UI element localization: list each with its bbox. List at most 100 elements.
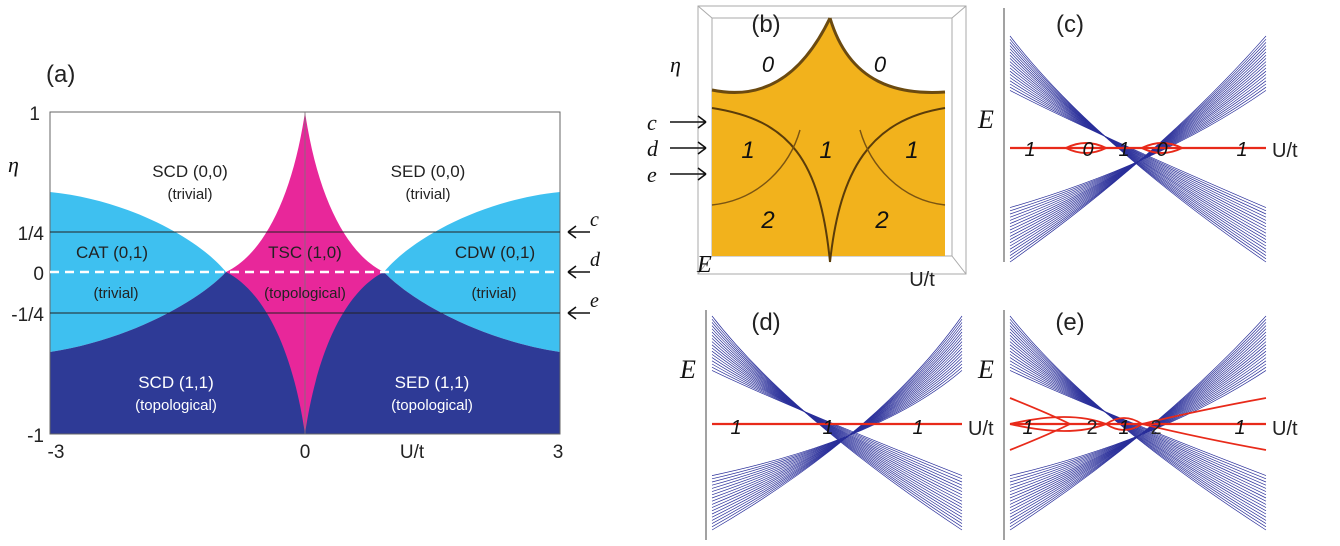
region-sed00-kind: (trivial)	[406, 186, 451, 203]
region-cat-kind: (trivial)	[94, 285, 139, 302]
edge-state-branch	[1141, 423, 1267, 451]
y-tick-minus-quarter: -1/4	[11, 305, 44, 326]
panel-d-num-1: 1	[730, 417, 741, 439]
marker-e: e	[590, 290, 599, 312]
panel-b-arrow-c: c	[647, 110, 657, 135]
panel-b: (b) η E U/t c d e 0 0 1 1 1 2 2	[647, 5, 967, 291]
panel-e-label: (e)	[1055, 309, 1084, 336]
panel-e-x-label: U/t	[1272, 418, 1298, 440]
panel-b-eta: η	[670, 52, 681, 77]
panel-e-edge-states	[1009, 397, 1267, 451]
region-cdw-name: CDW (0,1)	[455, 243, 535, 262]
panel-d-num-3: 1	[912, 417, 923, 439]
panel-e-num-4: 2	[1150, 417, 1161, 439]
band-line	[1009, 370, 1267, 476]
panel-c: (c) E 1 0 1 0 1 U/t	[977, 8, 1298, 263]
panel-a: (a) SCD (0,0) (trivial) SED (0,0) (trivi…	[8, 61, 601, 463]
panel-e: (e) E 1 2 1 2 1 U/t	[977, 309, 1298, 540]
edge-state-loop	[1065, 142, 1109, 154]
edge-state-branch	[1009, 423, 1071, 451]
region-tsc-kind: (topological)	[264, 285, 346, 302]
panel-d-y-label: E	[679, 355, 696, 384]
gold-surface	[712, 18, 945, 256]
x-tick-minus-3: -3	[48, 442, 65, 463]
marker-d: d	[590, 249, 601, 271]
edge-state-loop	[1141, 142, 1185, 154]
edge-state-branch	[1141, 397, 1267, 425]
panel-b-e: E	[696, 252, 712, 278]
panel-d-num-2: 1	[822, 417, 833, 439]
panel-c-label: (c)	[1056, 11, 1084, 38]
panel-e-num-1: 1	[1022, 417, 1033, 439]
edge-state-branch	[1009, 397, 1071, 425]
panel-d: (d) E 1 1 1 U/t	[679, 309, 994, 540]
panel-b-num-top-left: 0	[762, 52, 775, 77]
y-tick-minus-1: -1	[27, 426, 44, 447]
panel-d-x-label: U/t	[968, 418, 994, 440]
surface-fold-right	[829, 107, 946, 263]
region-scd00-name: SCD (0,0)	[152, 162, 228, 181]
marker-arrows	[567, 225, 590, 320]
band-line	[711, 370, 963, 476]
panel-b-label: (b)	[751, 11, 780, 38]
y-tick-quarter: 1/4	[18, 224, 45, 245]
band-line	[1009, 90, 1267, 208]
region-scd11-kind: (topological)	[135, 397, 217, 414]
panel-b-x: U/t	[909, 269, 935, 291]
surface-fold-left	[711, 107, 831, 263]
panel-e-num-5: 1	[1234, 417, 1245, 439]
panel-b-arrow-e: e	[647, 162, 657, 187]
panel-c-edge-states	[1010, 142, 1266, 154]
panel-e-bands	[1009, 315, 1267, 531]
panel-b-num-top-right: 0	[874, 52, 887, 77]
region-scd11-name: SCD (1,1)	[138, 373, 214, 392]
panel-c-y-label: E	[977, 105, 994, 134]
x-tick-0: 0	[300, 442, 311, 463]
surface-ridge-left	[711, 17, 832, 94]
region-sed11-name: SED (1,1)	[395, 373, 470, 392]
surface-arc-right	[859, 129, 946, 206]
phase-diagram	[49, 111, 561, 435]
arrow-c	[567, 225, 590, 239]
region-sed00-name: SED (0,0)	[391, 162, 466, 181]
panel-c-num-2: 0	[1082, 139, 1093, 161]
y-tick-0: 0	[33, 264, 44, 285]
panel-c-bands	[1009, 35, 1267, 263]
band-line	[1009, 370, 1267, 476]
region-tsc-name: TSC (1,0)	[268, 243, 342, 262]
panel-b-num-mid-left: 1	[741, 137, 754, 164]
panel-b-num-mid-right: 1	[905, 137, 918, 164]
panel-e-y-label: E	[977, 355, 994, 384]
edge-state-loop	[1105, 417, 1144, 431]
panel-c-num-3: 1	[1118, 139, 1129, 161]
marker-c: c	[590, 209, 599, 231]
band-line	[1009, 90, 1267, 208]
x-tick-3: 3	[553, 442, 564, 463]
panel-a-label: (a)	[46, 61, 75, 88]
panel-b-num-bot-right: 2	[874, 207, 888, 234]
y-tick-1: 1	[29, 104, 40, 125]
y-axis-label: η	[8, 152, 19, 177]
arrow-e	[567, 306, 590, 320]
band-line	[711, 370, 963, 476]
x-axis-label: U/t	[400, 442, 425, 463]
panel-c-num-4: 0	[1156, 139, 1167, 161]
panel-b-num-bot-left: 2	[760, 207, 774, 234]
region-cat-name: CAT (0,1)	[76, 243, 148, 262]
surface-arc-left	[711, 129, 801, 206]
surface-ridge-right	[828, 17, 946, 94]
panel-c-num-1: 1	[1024, 139, 1035, 161]
panel-c-num-5: 1	[1236, 139, 1247, 161]
arrow-d	[567, 265, 590, 279]
panel-b-num-mid-center: 1	[819, 137, 832, 164]
panel-b-arrows	[670, 115, 707, 181]
panel-e-num-3: 1	[1118, 417, 1129, 439]
panel-e-num-2: 2	[1086, 417, 1097, 439]
region-scd00-kind: (trivial)	[168, 186, 213, 203]
panel-d-bands	[711, 315, 963, 531]
region-cdw-kind: (trivial)	[472, 285, 517, 302]
panel-c-x-label: U/t	[1272, 140, 1298, 162]
region-sed11-kind: (topological)	[391, 397, 473, 414]
panel-d-label: (d)	[751, 309, 780, 336]
panel-b-arrow-d: d	[647, 136, 659, 161]
